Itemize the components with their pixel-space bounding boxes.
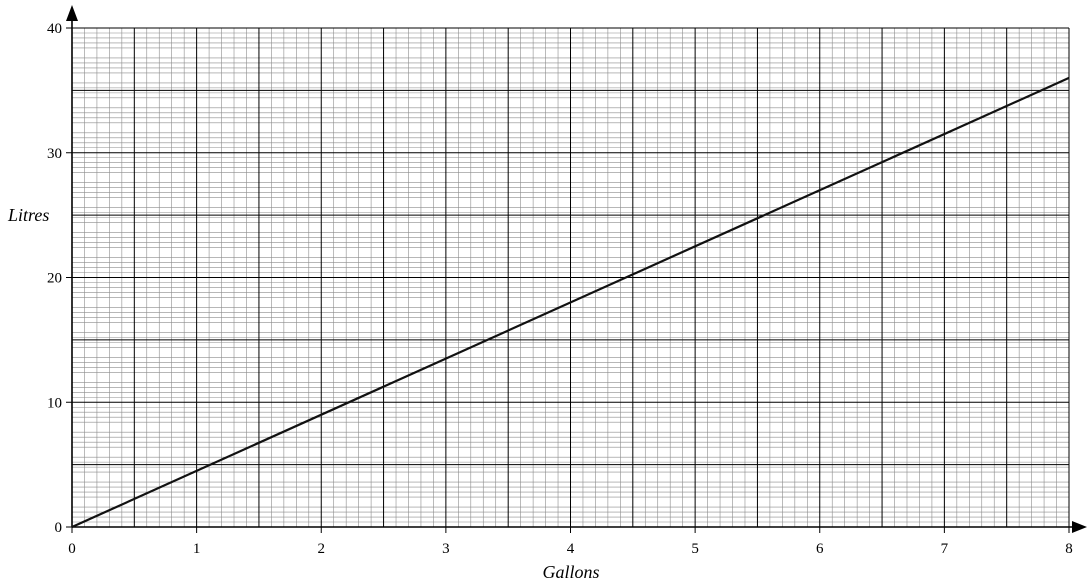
y-tick-label: 0	[55, 520, 63, 536]
x-tick-label: 8	[1065, 541, 1073, 557]
x-tick-label: 5	[691, 541, 699, 557]
series	[71, 76, 1070, 529]
x-tick-label: 2	[318, 541, 326, 557]
y-tick-label: 40	[47, 21, 62, 37]
y-tick-label: 10	[47, 395, 62, 411]
series-line	[71, 76, 1070, 529]
x-tick-label: 3	[442, 541, 450, 557]
graph-paper-grid	[71, 27, 1070, 528]
x-axis-arrowhead	[1072, 521, 1087, 533]
y-axis-arrowhead	[66, 5, 78, 21]
x-axis-label: Gallons	[542, 562, 599, 582]
y-axis-label: Litres	[7, 205, 49, 225]
axes	[66, 5, 1087, 533]
x-tick-label: 1	[193, 541, 201, 557]
x-tick-label: 6	[816, 541, 824, 557]
y-tick-label: 20	[47, 271, 62, 287]
tick-labels: 0 1 2 3 4 5 6 7 8 0 10 20 30 40	[47, 21, 1073, 557]
x-tick-label: 4	[567, 541, 575, 557]
x-tick-label: 7	[941, 541, 949, 557]
x-tick-label: 0	[68, 541, 76, 557]
y-tick-label: 30	[47, 146, 62, 162]
